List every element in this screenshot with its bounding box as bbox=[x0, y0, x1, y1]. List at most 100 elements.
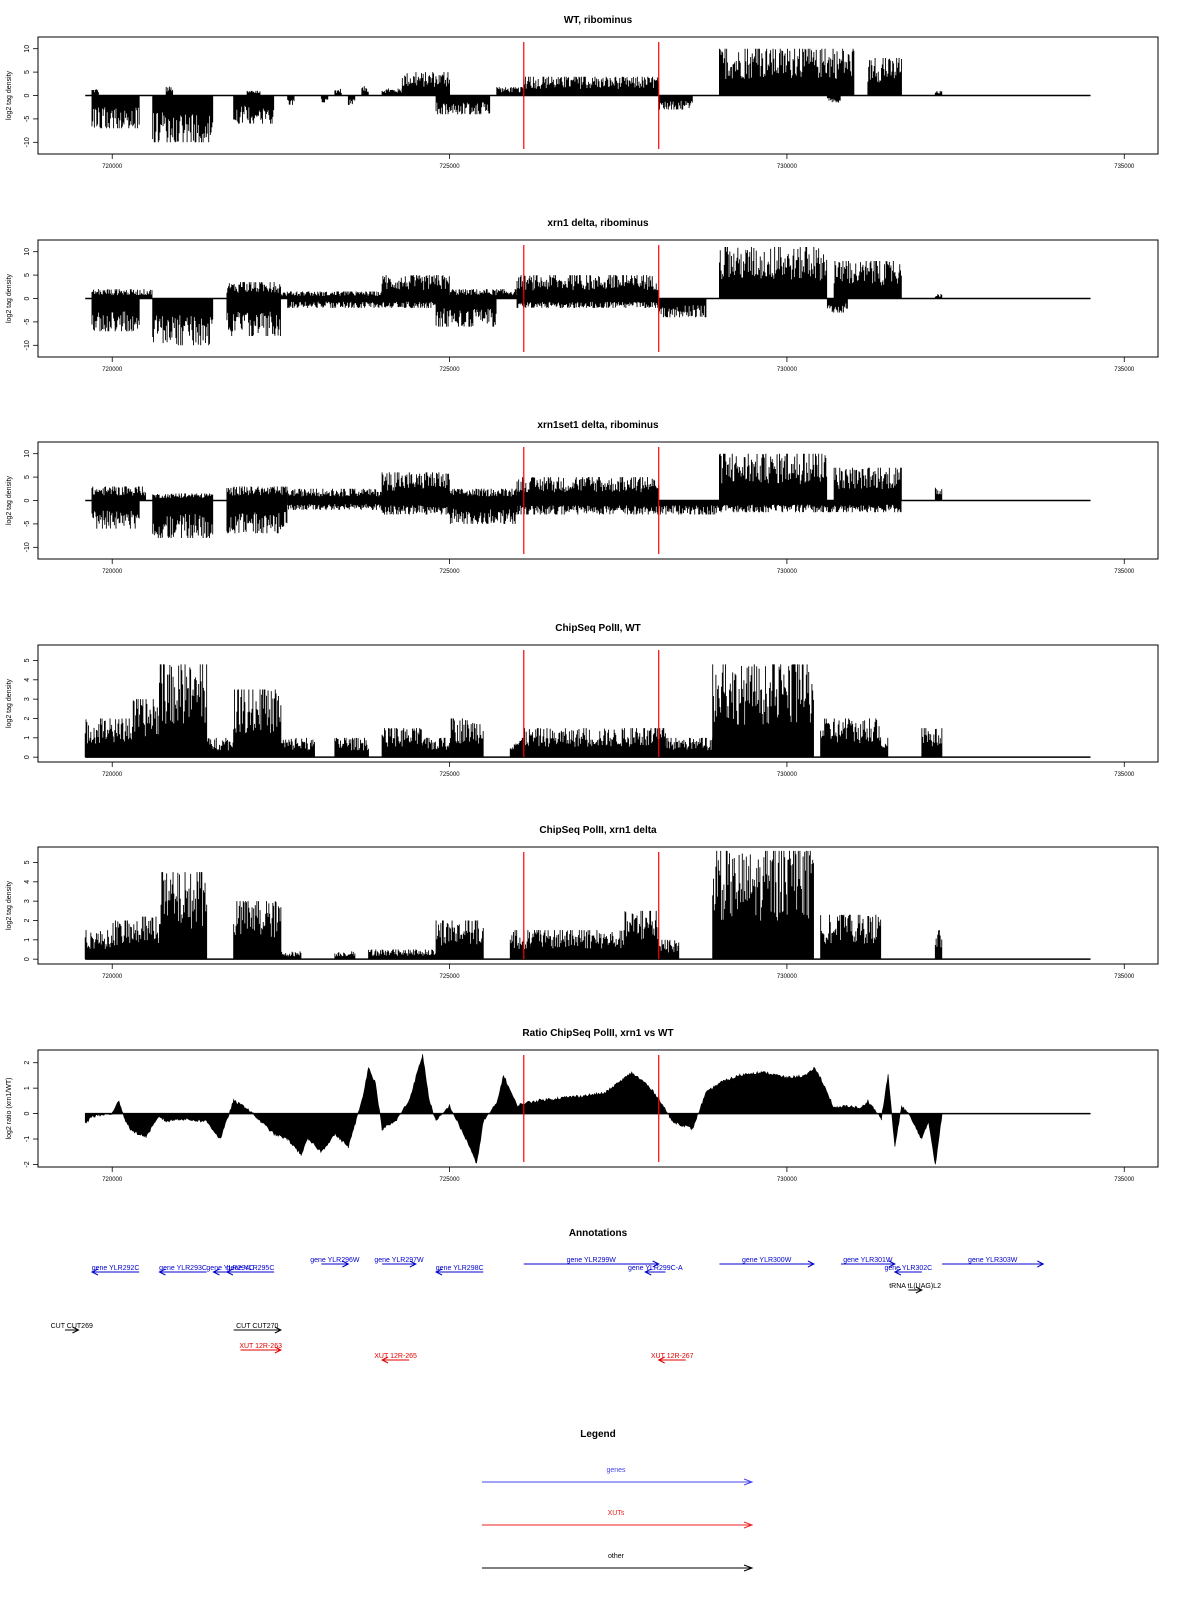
annotation-feature[interactable]: CUT CUT269 bbox=[51, 1323, 93, 1334]
signal-bars bbox=[91, 89, 99, 96]
feature-label: XUT 12R-267 bbox=[651, 1353, 694, 1360]
signal-bars bbox=[152, 493, 214, 501]
signal-bars bbox=[206, 737, 234, 758]
annotation-feature[interactable]: XUT 12R-267 bbox=[651, 1353, 694, 1364]
signal-region bbox=[84, 930, 113, 960]
signal-region bbox=[361, 86, 369, 96]
feature-arrowhead bbox=[657, 1356, 665, 1364]
signal-region bbox=[712, 850, 814, 960]
panel-4: ChipSeq PolII, WT log2 tag density 0 1 2 3 4 5 7… bbox=[6, 623, 1159, 778]
legend-arrowhead bbox=[743, 1521, 754, 1529]
signal-region bbox=[449, 718, 484, 758]
y-tick-label: 4 bbox=[24, 880, 31, 884]
annotation-feature[interactable]: gene YLR299W bbox=[523, 1257, 660, 1268]
y-tick-label: 10 bbox=[24, 450, 31, 458]
annotation-feature[interactable]: gene YLR298C bbox=[434, 1265, 484, 1276]
signal-bars bbox=[159, 664, 208, 758]
annotation-feature[interactable]: gene YLR293C bbox=[158, 1265, 207, 1276]
signal-bars bbox=[246, 90, 261, 96]
annotation-feature[interactable]: gene YLR301W bbox=[840, 1257, 896, 1268]
annotation-feature[interactable]: gene YLR299C-A bbox=[628, 1265, 683, 1276]
signal-region bbox=[934, 487, 943, 501]
series-positive bbox=[91, 453, 943, 501]
signal-region bbox=[159, 664, 208, 758]
series-negative bbox=[91, 95, 841, 143]
signal-bars bbox=[435, 95, 491, 115]
annotation-feature[interactable]: gene YLR302C bbox=[884, 1265, 932, 1276]
annotation-feature[interactable]: gene YLR297W bbox=[374, 1257, 424, 1268]
x-tick-label: 730000 bbox=[777, 772, 798, 778]
signal-bars bbox=[435, 298, 497, 327]
legend-arrowhead bbox=[743, 1564, 754, 1572]
y-axis-label: log2 tag density bbox=[6, 880, 13, 930]
y-tick-label: 3 bbox=[24, 697, 31, 701]
feature-label: gene YLR295C bbox=[227, 1265, 275, 1272]
signal-region bbox=[381, 500, 450, 515]
annotation-feature[interactable]: gene YLR292C bbox=[90, 1265, 140, 1276]
signal-region bbox=[934, 90, 943, 96]
feature-arrowhead bbox=[90, 1268, 99, 1276]
annotation-feature[interactable]: tRNA tL(UAG)L2 bbox=[889, 1283, 941, 1294]
signal-region bbox=[287, 500, 383, 510]
signal-region bbox=[624, 910, 660, 960]
signal-region bbox=[132, 699, 160, 758]
signal-region bbox=[246, 90, 261, 96]
panel-title: ChipSeq PolII, xrn1 delta bbox=[539, 825, 657, 836]
signal-region bbox=[530, 930, 626, 960]
signal-region bbox=[226, 282, 281, 299]
feature-label: gene YLR303W bbox=[968, 1257, 1018, 1264]
signal-region bbox=[226, 298, 281, 336]
signal-region bbox=[111, 920, 140, 960]
feature-arrowhead bbox=[888, 1260, 896, 1268]
signal-region bbox=[91, 95, 140, 129]
panel-3: xrn1set1 delta, ribominus log2 tag densit… bbox=[6, 420, 1159, 575]
feature-arrowhead bbox=[893, 1268, 902, 1276]
signal-region bbox=[516, 275, 660, 299]
series-negative bbox=[91, 500, 902, 538]
signal-region bbox=[516, 477, 660, 501]
x-tick-label: 720000 bbox=[102, 1177, 123, 1183]
signal-bars bbox=[516, 298, 660, 308]
annotation-feature[interactable]: gene YLR295C bbox=[225, 1265, 275, 1276]
y-tick-label: -10 bbox=[24, 340, 31, 350]
signal-region bbox=[449, 289, 518, 299]
x-tick-label: 725000 bbox=[440, 367, 461, 373]
signal-region bbox=[165, 86, 174, 96]
feature-label: gene YLR302C bbox=[884, 1265, 932, 1272]
signal-bars bbox=[226, 486, 288, 501]
y-tick-label: 0 bbox=[24, 296, 31, 300]
feature-arrowhead bbox=[274, 1326, 283, 1334]
signal-bars bbox=[84, 930, 113, 960]
series-positive bbox=[84, 664, 943, 758]
feature-label: gene YLR294C bbox=[206, 1265, 254, 1272]
panel-2: xrn1 delta, ribominus log2 tag density -10… bbox=[6, 218, 1159, 373]
signal-bars bbox=[381, 88, 403, 96]
annotation-feature[interactable]: XUT 12R-263 bbox=[239, 1343, 282, 1354]
signal-region bbox=[381, 728, 423, 758]
signal-region bbox=[833, 467, 902, 501]
y-tick-label: 2 bbox=[24, 918, 31, 922]
x-tick-label: 735000 bbox=[1114, 772, 1135, 778]
signal-region bbox=[287, 488, 383, 501]
signal-region bbox=[820, 718, 882, 758]
signal-region bbox=[496, 87, 524, 96]
series-negative bbox=[91, 298, 848, 346]
signal-bars bbox=[719, 453, 828, 501]
signal-bars bbox=[159, 872, 208, 960]
plot-frame bbox=[37, 1049, 1159, 1168]
annotation-feature[interactable]: gene YLR303W bbox=[942, 1257, 1045, 1268]
annotation-feature[interactable]: CUT CUT270 bbox=[233, 1323, 283, 1334]
annotation-feature[interactable]: gene YLR300W bbox=[719, 1257, 816, 1268]
x-tick-label: 725000 bbox=[440, 1177, 461, 1183]
signal-bars bbox=[132, 699, 160, 758]
annotation-feature[interactable]: XUT 12R-265 bbox=[374, 1353, 417, 1364]
signal-region bbox=[658, 500, 720, 515]
y-tick-label: 5 bbox=[24, 475, 31, 479]
annotation-feature[interactable]: gene YLR296W bbox=[310, 1257, 360, 1268]
x-tick-label: 735000 bbox=[1114, 367, 1135, 373]
signal-region bbox=[509, 930, 531, 960]
signal-bars bbox=[934, 487, 943, 501]
signal-bars bbox=[435, 920, 484, 960]
panel-6: Ratio ChipSeq PolII, xrn1 vs WT log2 rati… bbox=[6, 1028, 1159, 1183]
